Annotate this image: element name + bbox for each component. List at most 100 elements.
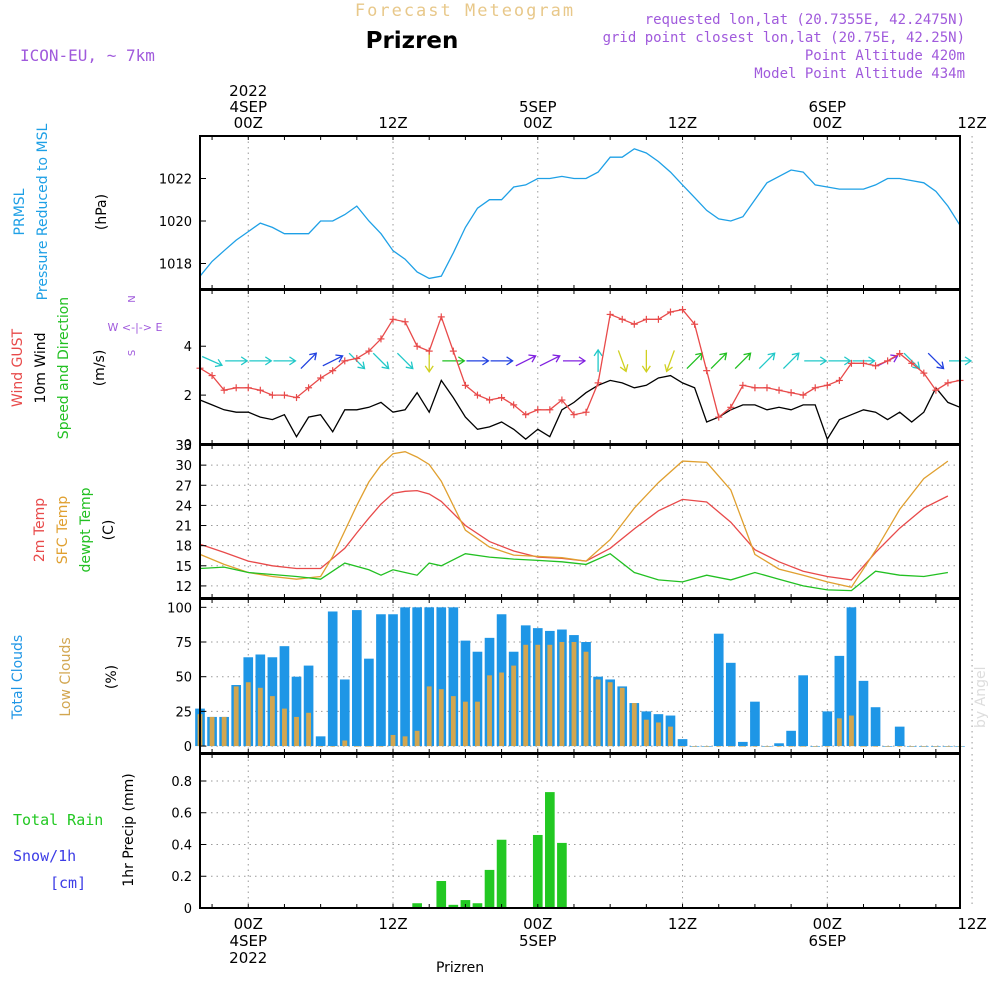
wind-arrow-head [424, 365, 434, 374]
low-cloud-bar [511, 665, 517, 747]
wind-arrow [734, 352, 752, 370]
model-label: ICON-EU, ~ 7km [20, 46, 155, 65]
total-cloud-bar [798, 675, 808, 747]
ytick-label: 1022 [159, 173, 192, 188]
low-cloud-bar [342, 740, 348, 747]
total-cloud-bar [388, 614, 398, 747]
wind-arrow-head [964, 356, 973, 366]
wind-arrow [617, 350, 627, 372]
ytick-label: 75 [175, 636, 192, 651]
temperature-unit: (C) [101, 520, 117, 541]
wind-arrow [300, 352, 317, 370]
wind-arrow-head [578, 356, 587, 366]
wind-arrow-head [357, 361, 366, 370]
wind-arrow [201, 355, 223, 366]
wind-arrow-head [457, 356, 466, 366]
total-cloud-bar [738, 741, 748, 747]
low-clouds-label: Low Clouds [58, 637, 74, 716]
top-time-label: 12Z [668, 114, 697, 132]
rain-bar [436, 881, 447, 908]
low-cloud-bar [245, 682, 251, 747]
model-altitude: Model Point Altitude 434m [754, 66, 965, 82]
low-cloud-bar [716, 746, 722, 747]
pressure-unit: (hPa) [94, 194, 110, 230]
precip-bars [200, 792, 960, 909]
bottom-time-label: 5SEP [519, 932, 557, 950]
pressure-panel: 1018 1020 1022 PRMSL Pressure Reduced to M… [12, 123, 973, 300]
temp-dewpt-label: dewpt Temp [78, 487, 94, 572]
wind-arrow-head [844, 356, 852, 366]
low-cloud-bar [378, 746, 384, 747]
pressure-series [199, 148, 961, 280]
wind-compass-n: N [127, 295, 138, 302]
wind-arrow-head [593, 348, 603, 357]
bottom-time-label: 00Z [813, 915, 842, 933]
low-cloud-bar [680, 746, 685, 747]
ytick-label: 33 [175, 439, 192, 454]
low-cloud-bar [897, 746, 903, 747]
wind-arrow-head [214, 358, 224, 368]
low-cloud-bar [873, 746, 878, 747]
temperature-yticks: 12 15 18 21 24 27 30 33 [175, 439, 937, 598]
low-cloud-bar [354, 746, 360, 747]
low-cloud-bar [643, 719, 649, 747]
low-cloud-bar [836, 718, 842, 747]
pressure-line [199, 148, 961, 280]
clouds-yticks: 0 25 50 75 100 [167, 599, 937, 755]
ytick-label: 0 [184, 438, 192, 453]
low-cloud-bar [390, 734, 396, 747]
low-cloud-bar [209, 716, 215, 747]
top-time-label: 6SEP [809, 98, 847, 116]
total-cloud-bar [352, 610, 362, 747]
low-cloud-bar [475, 701, 480, 747]
clouds-panel: 0 25 50 75 100 Total Clouds Low Clouds (%) [10, 599, 973, 755]
wind-arrow-head [767, 352, 776, 361]
wind-arrow [666, 350, 675, 372]
bottom-time-label: 00Z [234, 915, 263, 933]
low-cloud-bar [257, 687, 263, 747]
top-time-label: 5SEP [519, 98, 557, 116]
low-cloud-bar [233, 686, 239, 747]
wind-arrow [927, 352, 945, 370]
low-cloud-bar [547, 644, 553, 747]
low-cloud-bar [656, 722, 661, 747]
low-cloud-bar [330, 746, 336, 747]
wind-arrow [686, 352, 703, 370]
bottom-time-label: 12Z [378, 915, 407, 933]
ytick-label: 18 [175, 540, 192, 555]
ytick-label: 0 [184, 740, 192, 755]
bottom-time-label: 4SEP [229, 932, 267, 950]
panel-frame [199, 289, 961, 445]
low-cloud-bar [776, 746, 782, 747]
total-cloud-bar [894, 726, 905, 747]
bottom-time-label: 12Z [668, 915, 697, 933]
total-cloud-bar [339, 679, 350, 747]
wind-arrow [782, 352, 800, 370]
low-cloud-bar [559, 642, 565, 747]
ytick-label: 2 [184, 389, 192, 404]
low-cloud-bar [668, 726, 673, 747]
wind-gust-line [199, 308, 961, 419]
low-cloud-bar [704, 746, 710, 747]
super-title: Forecast Meteogram [355, 1, 575, 21]
low-cloud-bar [764, 746, 770, 747]
ytick-label: 0 [184, 902, 192, 917]
ytick-label: 0.8 [171, 775, 192, 790]
bottom-time-label: 6SEP [809, 932, 847, 950]
wind-panel: 0 2 4 Wind GUST 10m Wind Speed and Directi… [10, 290, 973, 453]
rain-bar [496, 839, 507, 908]
low-cloud-bar [800, 746, 806, 747]
wind-arrow-head [528, 354, 537, 363]
low-cloud-bar [933, 746, 939, 747]
wind-arrow-head [641, 365, 651, 374]
low-cloud-bar [414, 730, 420, 747]
snow-unit-label: [cm] [50, 874, 86, 892]
total-cloud-bar [858, 680, 869, 747]
low-cloud-bar [523, 644, 529, 747]
total-cloud-bar [327, 611, 338, 747]
low-cloud-bar [450, 696, 456, 747]
wind-arrow [322, 355, 343, 367]
low-cloud-bar [788, 746, 794, 747]
wind-gust-label: Wind GUST [10, 328, 26, 407]
